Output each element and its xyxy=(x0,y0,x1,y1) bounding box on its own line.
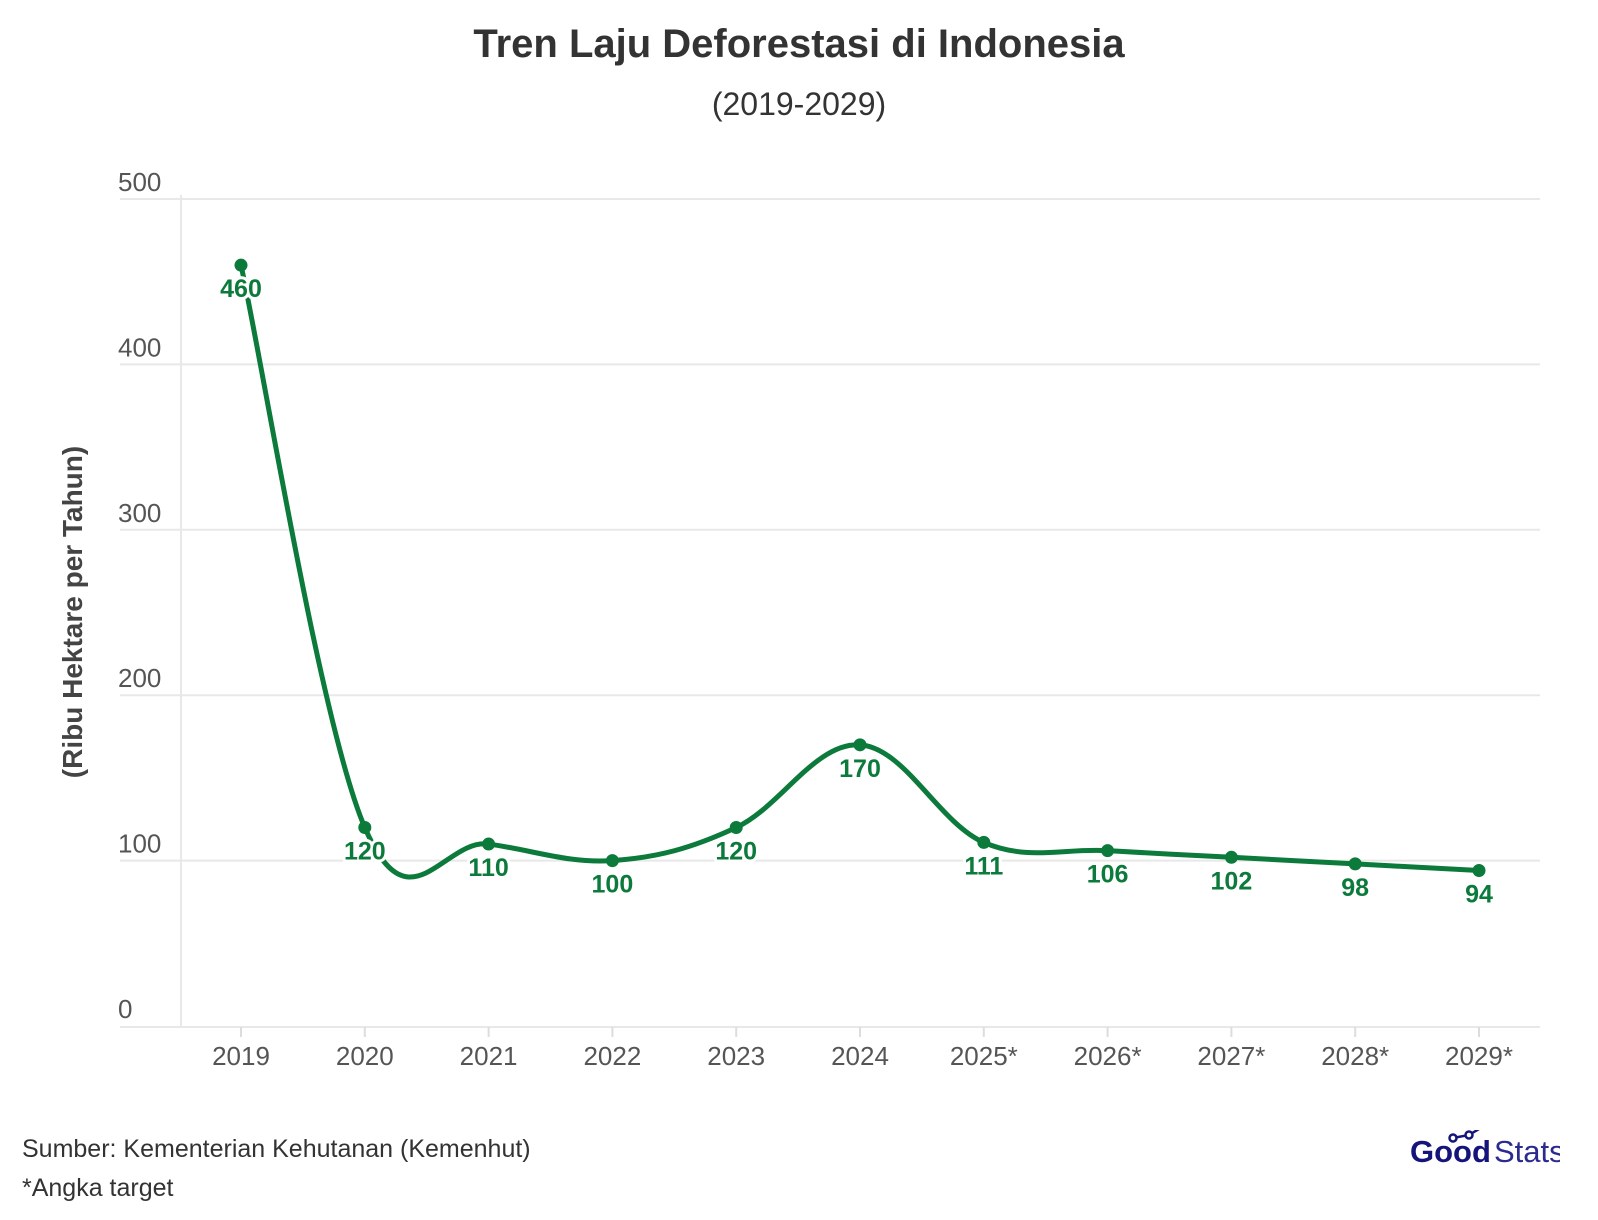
x-tick-label: 2022 xyxy=(583,1041,641,1071)
y-tick-label: 400 xyxy=(118,332,161,362)
data-label: 110 xyxy=(468,854,508,882)
data-point xyxy=(1224,850,1238,864)
x-tick-label: 2025* xyxy=(950,1041,1018,1071)
target-note: *Angka target xyxy=(22,1174,174,1202)
data-label: 94 xyxy=(1465,881,1493,909)
y-tick-label: 200 xyxy=(118,663,161,693)
x-tick-label: 2026* xyxy=(1074,1041,1142,1071)
x-tick-label: 2024 xyxy=(831,1041,889,1071)
data-point xyxy=(1101,844,1115,858)
data-point xyxy=(1472,864,1486,878)
data-point xyxy=(358,821,372,835)
chart-subtitle: (2019-2029) xyxy=(711,86,887,122)
data-point xyxy=(1348,857,1362,871)
chart-title: Tren Laju Deforestasi di Indonesia xyxy=(473,22,1125,66)
data-point xyxy=(853,738,867,752)
data-label: 100 xyxy=(592,871,634,899)
x-tick-label: 2029* xyxy=(1445,1041,1513,1071)
data-point xyxy=(977,835,991,849)
data-point xyxy=(729,821,743,835)
y-tick-label: 500 xyxy=(118,167,161,197)
y-tick-label: 300 xyxy=(118,498,161,528)
x-tick-label: 2019 xyxy=(212,1041,270,1071)
source-note: Sumber: Kementerian Kehutanan (Kemenhut)… xyxy=(22,1130,531,1208)
data-label: 120 xyxy=(715,838,757,866)
data-label: 102 xyxy=(1211,867,1253,895)
data-point xyxy=(605,854,619,868)
x-tick-label: 2021 xyxy=(460,1041,518,1071)
y-axis-label: (Ribu Hektare per Tahun) xyxy=(57,446,88,778)
data-point xyxy=(234,258,248,272)
svg-text:Stats: Stats xyxy=(1494,1134,1560,1169)
series-line xyxy=(238,264,1480,880)
source-text: Sumber: Kementerian Kehutanan (Kemenhut) xyxy=(22,1135,531,1163)
y-tick-label: 0 xyxy=(118,994,132,1024)
x-tick-label: 2023 xyxy=(707,1041,765,1071)
data-label: 460 xyxy=(220,275,262,303)
goodstats-logo: Good Stats xyxy=(1410,1124,1565,1175)
x-tick-label: 2020 xyxy=(336,1041,394,1071)
line-chart: 0 100 200 300 400 500 2019 2020 2021 2022 2023 202… xyxy=(57,167,1540,1071)
data-label: 98 xyxy=(1341,874,1369,902)
data-point xyxy=(482,837,496,851)
y-tick-label: 100 xyxy=(118,829,161,859)
data-label: 170 xyxy=(839,755,881,783)
data-label: 111 xyxy=(964,852,1003,880)
x-tick-label: 2027* xyxy=(1197,1041,1265,1071)
data-label: 120 xyxy=(344,838,386,866)
data-label: 106 xyxy=(1087,861,1129,889)
x-tick-label: 2028* xyxy=(1321,1041,1389,1071)
